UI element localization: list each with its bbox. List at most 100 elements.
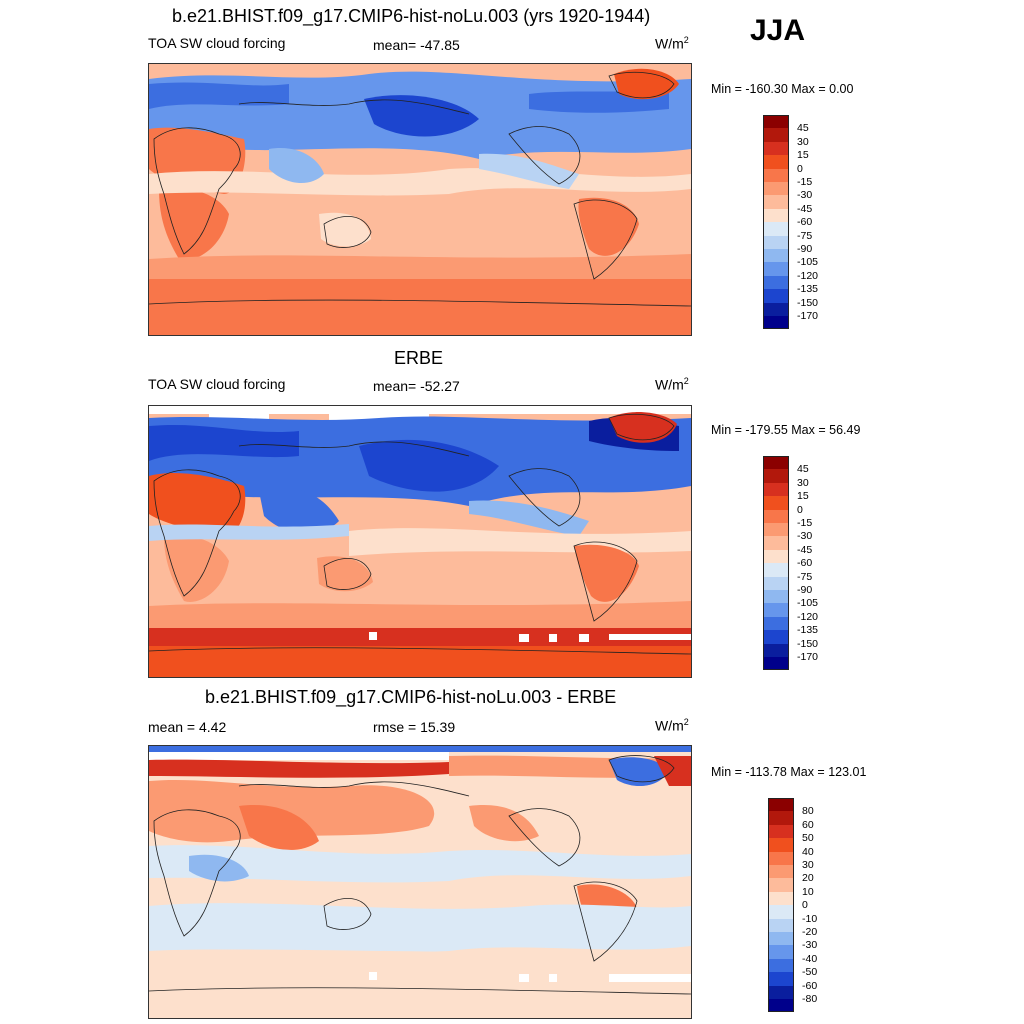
colorbar-tick-label: 45 — [797, 463, 809, 476]
colorbar-swatch — [763, 249, 789, 263]
colorbar-tick-label: 0 — [802, 899, 808, 912]
panel-3-colorbar: 80 60 50 40 30 20 10 0 -10 -20 -30 -40 -50 -60 -80 — [768, 798, 848, 1013]
colorbar-tick-label: -45 — [797, 202, 813, 215]
colorbar-swatch — [763, 182, 789, 196]
colorbar-swatch — [763, 195, 789, 209]
colorbar-swatch — [763, 222, 789, 236]
panel-3-difference-map — [148, 745, 692, 1019]
colorbar-swatch — [768, 972, 794, 986]
colorbar-swatch — [768, 878, 794, 892]
panel-2-min-max: Min = -179.55 Max = 56.49 — [711, 423, 861, 437]
colorbar-swatch — [763, 141, 789, 156]
colorbar-tick-label: 0 — [797, 503, 803, 516]
panel-2-mean-label: mean= -52.27 — [373, 378, 460, 394]
colorbar-swatch — [763, 115, 789, 129]
panel-3-min-max: Min = -113.78 Max = 123.01 — [711, 765, 867, 779]
colorbar-swatch — [763, 603, 789, 617]
panel-2-colorbar: 45 30 15 0 -15 -30 -45 -60 -75 -90 -105 -120 -135 -15… — [763, 456, 843, 671]
colorbar-swatch — [768, 958, 794, 973]
panel-1-colorbar: 45 30 15 0 -15 -30 -45 -60 -75 -90 -105 -120 -135 -15… — [763, 115, 843, 330]
colorbar-tick-label: -60 — [802, 979, 818, 992]
colorbar-tick-label: -75 — [797, 229, 813, 242]
colorbar-tick-label: -135 — [797, 283, 819, 296]
panel-3-mean-label: mean = 4.42 — [148, 719, 227, 735]
colorbar-tick-label: -120 — [797, 610, 819, 623]
colorbar-swatch — [768, 918, 794, 932]
panel-1-units: W/m2 — [655, 35, 689, 52]
colorbar-swatch — [763, 302, 789, 316]
colorbar-tick-label: 0 — [797, 162, 803, 175]
colorbar-tick-label: 45 — [797, 122, 809, 135]
panel-1-mean-label: mean= -47.85 — [373, 37, 460, 53]
colorbar-tick-label: -75 — [797, 570, 813, 583]
colorbar-tick-label: -15 — [797, 517, 813, 529]
panel-3-title: b.e21.BHIST.f09_g17.CMIP6-hist-noLu.003 … — [205, 687, 617, 707]
colorbar-swatch — [763, 456, 789, 470]
colorbar-tick-label: 15 — [797, 149, 809, 162]
colorbar-swatch — [768, 905, 794, 919]
panel-3-units: W/m2 — [655, 717, 689, 734]
colorbar-swatch — [763, 590, 789, 604]
colorbar-swatch — [768, 932, 794, 946]
colorbar-swatch — [763, 657, 789, 671]
colorbar-tick-label: -40 — [802, 952, 818, 965]
colorbar-swatch — [768, 851, 794, 865]
colorbar-swatch — [763, 289, 789, 303]
colorbar-tick-label: -90 — [797, 584, 813, 596]
colorbar-swatch — [763, 576, 789, 590]
panel-1-min-max: Min = -160.30 Max = 0.00 — [711, 82, 854, 96]
panel-2-observed-map — [148, 405, 692, 678]
colorbar-swatch — [768, 798, 794, 812]
panel-2-title: ERBE — [394, 348, 444, 368]
colorbar-tick-label: -90 — [797, 243, 813, 255]
colorbar-swatch — [763, 316, 789, 330]
colorbar-swatch — [768, 811, 794, 825]
colorbar-swatch — [763, 482, 789, 497]
colorbar-tick-label: -45 — [797, 543, 813, 556]
colorbar-tick-label: 15 — [797, 490, 809, 503]
colorbar-tick-label: -105 — [797, 597, 819, 610]
panel-2-units: W/m2 — [655, 376, 689, 393]
colorbar-swatch — [763, 496, 789, 510]
colorbar-tick-label: -60 — [797, 557, 813, 570]
season-label: JJA — [750, 14, 806, 47]
colorbar-swatch — [763, 509, 789, 523]
colorbar-swatch — [768, 985, 794, 999]
colorbar-tick-label: -150 — [797, 296, 819, 309]
colorbar-swatch — [763, 643, 789, 657]
colorbar-tick-label: -50 — [802, 966, 818, 979]
colorbar-swatch — [768, 838, 794, 852]
colorbar-swatch — [763, 630, 789, 644]
panel-1-variable-label: TOA SW cloud forcing — [148, 35, 286, 51]
colorbar-tick-label: -15 — [797, 176, 813, 188]
colorbar-swatch — [763, 208, 789, 223]
colorbar-tick-label: -60 — [797, 216, 813, 229]
panel-2-variable-label: TOA SW cloud forcing — [148, 376, 286, 392]
colorbar-tick-label: 40 — [802, 845, 814, 858]
colorbar-tick-label: -10 — [802, 912, 818, 925]
colorbar-tick-label: -170 — [797, 310, 819, 322]
colorbar-tick-label: -105 — [797, 256, 819, 269]
colorbar-tick-label: -80 — [802, 993, 818, 1005]
colorbar-tick-label: -170 — [797, 651, 819, 663]
colorbar-tick-label: -30 — [802, 939, 818, 952]
colorbar-swatch — [768, 865, 794, 879]
colorbar-swatch — [763, 235, 789, 249]
panel-1-model-map — [148, 63, 692, 336]
colorbar-tick-label: 50 — [802, 832, 814, 845]
colorbar-swatch — [763, 616, 789, 631]
colorbar-tick-label: -30 — [797, 530, 813, 543]
colorbar-tick-label: -120 — [797, 269, 819, 282]
colorbar-tick-label: -30 — [797, 189, 813, 202]
colorbar-tick-label: 80 — [802, 805, 814, 818]
colorbar-tick-label: -20 — [802, 926, 818, 938]
colorbar-swatch — [763, 275, 789, 290]
colorbar-swatch — [768, 891, 794, 906]
colorbar-tick-label: 60 — [802, 818, 814, 831]
colorbar-swatch — [768, 999, 794, 1013]
colorbar-swatch — [768, 945, 794, 959]
colorbar-tick-label: 20 — [802, 872, 814, 885]
colorbar-swatch — [763, 168, 789, 182]
colorbar-tick-label: 30 — [802, 859, 814, 871]
colorbar-swatch — [763, 523, 789, 537]
